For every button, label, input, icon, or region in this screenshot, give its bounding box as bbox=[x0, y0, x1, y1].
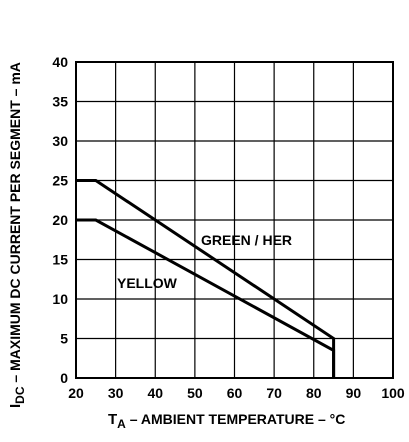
x-axis-label: TA – AMBIENT TEMPERATURE – °C bbox=[108, 411, 345, 431]
y-tick-label: 40 bbox=[52, 54, 68, 70]
grid bbox=[75, 61, 394, 379]
y-tick-label: 10 bbox=[52, 291, 68, 307]
x-tick-labels: 20 30 40 50 60 70 80 90 100 bbox=[68, 385, 405, 401]
x-tick-label: 100 bbox=[381, 385, 405, 401]
x-tick-label: 20 bbox=[68, 385, 84, 401]
x-tick-label: 40 bbox=[147, 385, 163, 401]
x-tick-label: 60 bbox=[227, 385, 243, 401]
y-tick-label: 5 bbox=[60, 331, 68, 347]
y-tick-labels: 0 5 10 15 20 25 30 35 40 bbox=[52, 54, 68, 386]
series-line-yellow bbox=[76, 218, 336, 378]
y-tick-label: 15 bbox=[52, 252, 68, 268]
x-tick-label: 70 bbox=[266, 385, 282, 401]
y-tick-label: 30 bbox=[52, 133, 68, 149]
x-tick-label: 50 bbox=[187, 385, 203, 401]
series-label-yellow: YELLOW bbox=[117, 275, 178, 291]
y-tick-label: 35 bbox=[52, 94, 68, 110]
y-axis-label: IDC – MAXIMUM DC CURRENT PER SEGMENT – m… bbox=[7, 62, 27, 408]
x-tick-label: 90 bbox=[346, 385, 362, 401]
x-tick-label: 80 bbox=[306, 385, 322, 401]
x-tick-label: 30 bbox=[108, 385, 124, 401]
y-tick-label: 0 bbox=[60, 370, 68, 386]
series-lines bbox=[76, 179, 336, 378]
series-label-green-her: GREEN / HER bbox=[201, 232, 292, 248]
y-tick-label: 20 bbox=[52, 212, 68, 228]
y-tick-label: 25 bbox=[52, 173, 68, 189]
